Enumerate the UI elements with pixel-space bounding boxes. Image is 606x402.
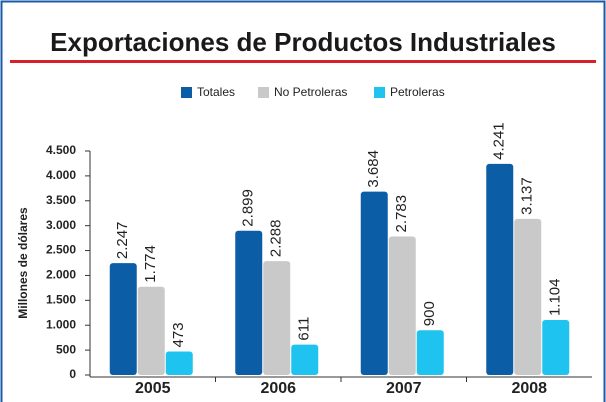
y-tick-label: 4.500	[46, 143, 76, 157]
bar	[291, 344, 319, 375]
value-label: 2.247	[114, 222, 131, 260]
y-tick-label: 3.500	[46, 193, 76, 207]
bar	[137, 286, 165, 375]
legend-label: Totales	[197, 85, 235, 99]
value-label: 1.774	[142, 245, 159, 283]
value-label: 1.104	[547, 278, 564, 316]
y-tick-label: 1.000	[46, 317, 76, 331]
bar	[165, 351, 193, 375]
chart-title: Exportaciones de Productos Industriales	[50, 27, 556, 57]
y-axis-label: Millones de dólares	[16, 207, 30, 319]
value-label: 2.899	[240, 189, 257, 227]
bar	[360, 191, 388, 375]
bar	[486, 163, 514, 375]
legend-label: Petroleras	[390, 85, 445, 99]
value-label: 3.684	[365, 150, 382, 188]
y-tick-label: 500	[56, 342, 76, 356]
y-tick-label: 2.500	[46, 243, 76, 257]
bar	[416, 330, 444, 375]
x-tick-label: 2006	[260, 380, 296, 397]
value-label: 900	[421, 301, 438, 326]
legend-swatch	[374, 87, 385, 98]
value-label: 473	[170, 322, 187, 347]
bar	[235, 230, 263, 375]
title-rule	[10, 60, 596, 63]
bar	[542, 320, 570, 375]
y-tick-label: 4.000	[46, 168, 76, 182]
x-tick-label: 2007	[386, 380, 422, 397]
value-label: 611	[296, 317, 313, 341]
y-tick-label: 0	[69, 367, 76, 381]
legend-label: No Petroleras	[274, 85, 347, 99]
legend-swatch	[181, 87, 192, 98]
value-label: 4.241	[491, 122, 508, 160]
value-label: 2.783	[393, 195, 410, 233]
bar	[514, 218, 542, 375]
value-label: 2.288	[268, 220, 285, 258]
y-tick-label: 3.000	[46, 218, 76, 232]
x-tick-label: 2005	[135, 380, 171, 397]
legend-swatch	[258, 87, 269, 98]
x-tick-label: 2008	[511, 380, 547, 397]
value-label: 3.137	[519, 177, 536, 215]
y-tick-label: 1.500	[46, 293, 76, 307]
bar	[388, 236, 416, 375]
y-tick-label: 2.000	[46, 268, 76, 282]
bar	[263, 261, 291, 375]
bar	[109, 263, 137, 375]
